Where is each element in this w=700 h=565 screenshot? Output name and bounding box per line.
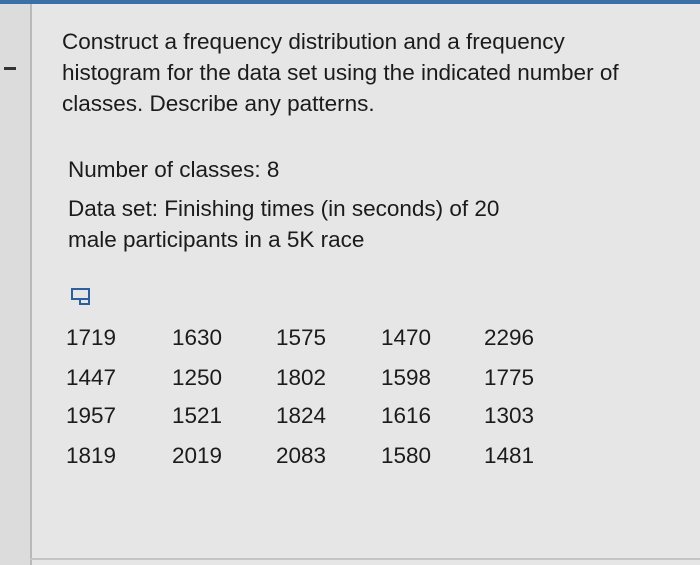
number-of-classes: Number of classes: 8 xyxy=(68,157,280,182)
data-icon[interactable] xyxy=(70,287,94,307)
table-cell: 1580 xyxy=(381,443,432,468)
question-line: Construct a frequency distribution and a… xyxy=(62,29,565,54)
table-cell: 1819 xyxy=(66,443,117,468)
divider xyxy=(30,558,700,560)
table-cell: 1470 xyxy=(381,325,432,350)
table-cell: 1630 xyxy=(172,325,223,350)
table-cell: 1303 xyxy=(484,403,535,428)
question-line: classes. Describe any patterns. xyxy=(62,91,375,116)
table-cell: 1521 xyxy=(172,403,223,428)
table-cell: 1802 xyxy=(276,365,327,390)
table-cell: 1824 xyxy=(276,403,327,428)
table-cell: 1575 xyxy=(276,325,327,350)
table-cell: 1481 xyxy=(484,443,535,468)
question-line: histogram for the data set using the ind… xyxy=(62,60,619,85)
table-cell: 1250 xyxy=(172,365,223,390)
collapse-dash[interactable] xyxy=(4,67,16,70)
table-cell: 1775 xyxy=(484,365,535,390)
table-cell: 2083 xyxy=(276,443,327,468)
table-cell: 1719 xyxy=(66,325,117,350)
side-pane xyxy=(0,4,32,565)
table-cell: 2019 xyxy=(172,443,223,468)
data-set-line: male participants in a 5K race xyxy=(68,227,365,252)
table-cell: 1598 xyxy=(381,365,432,390)
table-cell: 1616 xyxy=(381,403,432,428)
data-set-line: Data set: Finishing times (in seconds) o… xyxy=(68,196,500,221)
table-cell: 2296 xyxy=(484,325,535,350)
top-bar xyxy=(0,0,700,4)
table-cell: 1447 xyxy=(66,365,117,390)
table-cell: 1957 xyxy=(66,403,117,428)
